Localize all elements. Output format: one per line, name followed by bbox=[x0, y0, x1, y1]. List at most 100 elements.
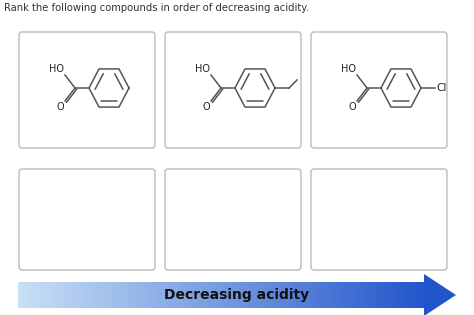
Bar bbox=[88, 282, 92, 308]
Bar bbox=[252, 282, 256, 308]
Bar bbox=[358, 282, 363, 308]
Bar bbox=[424, 282, 428, 308]
Bar bbox=[149, 282, 154, 308]
Bar bbox=[400, 282, 404, 308]
Bar bbox=[125, 282, 129, 308]
Bar bbox=[223, 282, 228, 308]
Bar bbox=[100, 282, 105, 308]
Bar bbox=[190, 282, 195, 308]
Text: O: O bbox=[202, 102, 210, 112]
Bar bbox=[227, 282, 232, 308]
Bar bbox=[284, 282, 289, 308]
Bar bbox=[96, 282, 100, 308]
Bar bbox=[26, 282, 31, 308]
Bar bbox=[391, 282, 396, 308]
Text: HO: HO bbox=[341, 64, 356, 74]
FancyBboxPatch shape bbox=[311, 32, 447, 148]
Bar bbox=[141, 282, 146, 308]
Bar bbox=[157, 282, 162, 308]
Bar bbox=[256, 282, 260, 308]
Text: Decreasing acidity: Decreasing acidity bbox=[164, 288, 310, 302]
Bar bbox=[309, 282, 314, 308]
Bar bbox=[366, 282, 371, 308]
Bar bbox=[133, 282, 137, 308]
Bar bbox=[260, 282, 264, 308]
Bar bbox=[120, 282, 125, 308]
Bar bbox=[182, 282, 187, 308]
Bar bbox=[371, 282, 375, 308]
Bar bbox=[75, 282, 80, 308]
Bar bbox=[137, 282, 142, 308]
Bar bbox=[408, 282, 412, 308]
Bar bbox=[112, 282, 117, 308]
Bar bbox=[178, 282, 182, 308]
Text: HO: HO bbox=[195, 64, 210, 74]
Text: HO: HO bbox=[49, 64, 64, 74]
Bar bbox=[47, 282, 51, 308]
Bar bbox=[330, 282, 334, 308]
Bar bbox=[276, 282, 281, 308]
Bar bbox=[338, 282, 342, 308]
Bar bbox=[165, 282, 170, 308]
Bar bbox=[186, 282, 191, 308]
Bar bbox=[268, 282, 273, 308]
Bar bbox=[202, 282, 207, 308]
Bar bbox=[247, 282, 252, 308]
FancyBboxPatch shape bbox=[19, 169, 155, 270]
Bar bbox=[416, 282, 420, 308]
Bar bbox=[236, 282, 240, 308]
Bar bbox=[346, 282, 351, 308]
Bar bbox=[211, 282, 215, 308]
Bar bbox=[51, 282, 55, 308]
Bar bbox=[321, 282, 326, 308]
Bar bbox=[239, 282, 244, 308]
Bar bbox=[318, 282, 322, 308]
Bar bbox=[383, 282, 388, 308]
Bar bbox=[387, 282, 392, 308]
Bar bbox=[363, 282, 367, 308]
Bar bbox=[18, 282, 23, 308]
Bar bbox=[412, 282, 416, 308]
Bar bbox=[272, 282, 277, 308]
Bar bbox=[231, 282, 236, 308]
Text: Rank the following compounds in order of decreasing acidity.: Rank the following compounds in order of… bbox=[4, 3, 309, 13]
Bar bbox=[342, 282, 346, 308]
Bar bbox=[305, 282, 310, 308]
Bar bbox=[350, 282, 355, 308]
Bar bbox=[162, 282, 166, 308]
Bar bbox=[326, 282, 330, 308]
Text: Cl: Cl bbox=[436, 83, 447, 93]
Text: O: O bbox=[56, 102, 64, 112]
Bar bbox=[92, 282, 96, 308]
Bar bbox=[244, 282, 248, 308]
Bar bbox=[30, 282, 35, 308]
FancyBboxPatch shape bbox=[165, 32, 301, 148]
Bar bbox=[145, 282, 150, 308]
Polygon shape bbox=[424, 274, 456, 315]
FancyBboxPatch shape bbox=[19, 32, 155, 148]
FancyBboxPatch shape bbox=[165, 169, 301, 270]
Bar bbox=[313, 282, 318, 308]
Bar bbox=[375, 282, 379, 308]
Bar bbox=[38, 282, 43, 308]
Bar bbox=[43, 282, 47, 308]
Bar bbox=[153, 282, 158, 308]
Bar bbox=[420, 282, 424, 308]
Bar bbox=[22, 282, 27, 308]
Bar bbox=[67, 282, 72, 308]
Bar bbox=[379, 282, 383, 308]
Bar bbox=[403, 282, 408, 308]
Bar bbox=[104, 282, 109, 308]
Bar bbox=[129, 282, 133, 308]
Bar bbox=[170, 282, 174, 308]
Bar bbox=[289, 282, 293, 308]
Bar bbox=[301, 282, 306, 308]
Bar bbox=[395, 282, 400, 308]
Bar bbox=[80, 282, 84, 308]
Bar bbox=[59, 282, 64, 308]
Bar bbox=[281, 282, 285, 308]
Bar bbox=[117, 282, 121, 308]
Text: O: O bbox=[348, 102, 356, 112]
Bar bbox=[174, 282, 178, 308]
Bar bbox=[71, 282, 76, 308]
